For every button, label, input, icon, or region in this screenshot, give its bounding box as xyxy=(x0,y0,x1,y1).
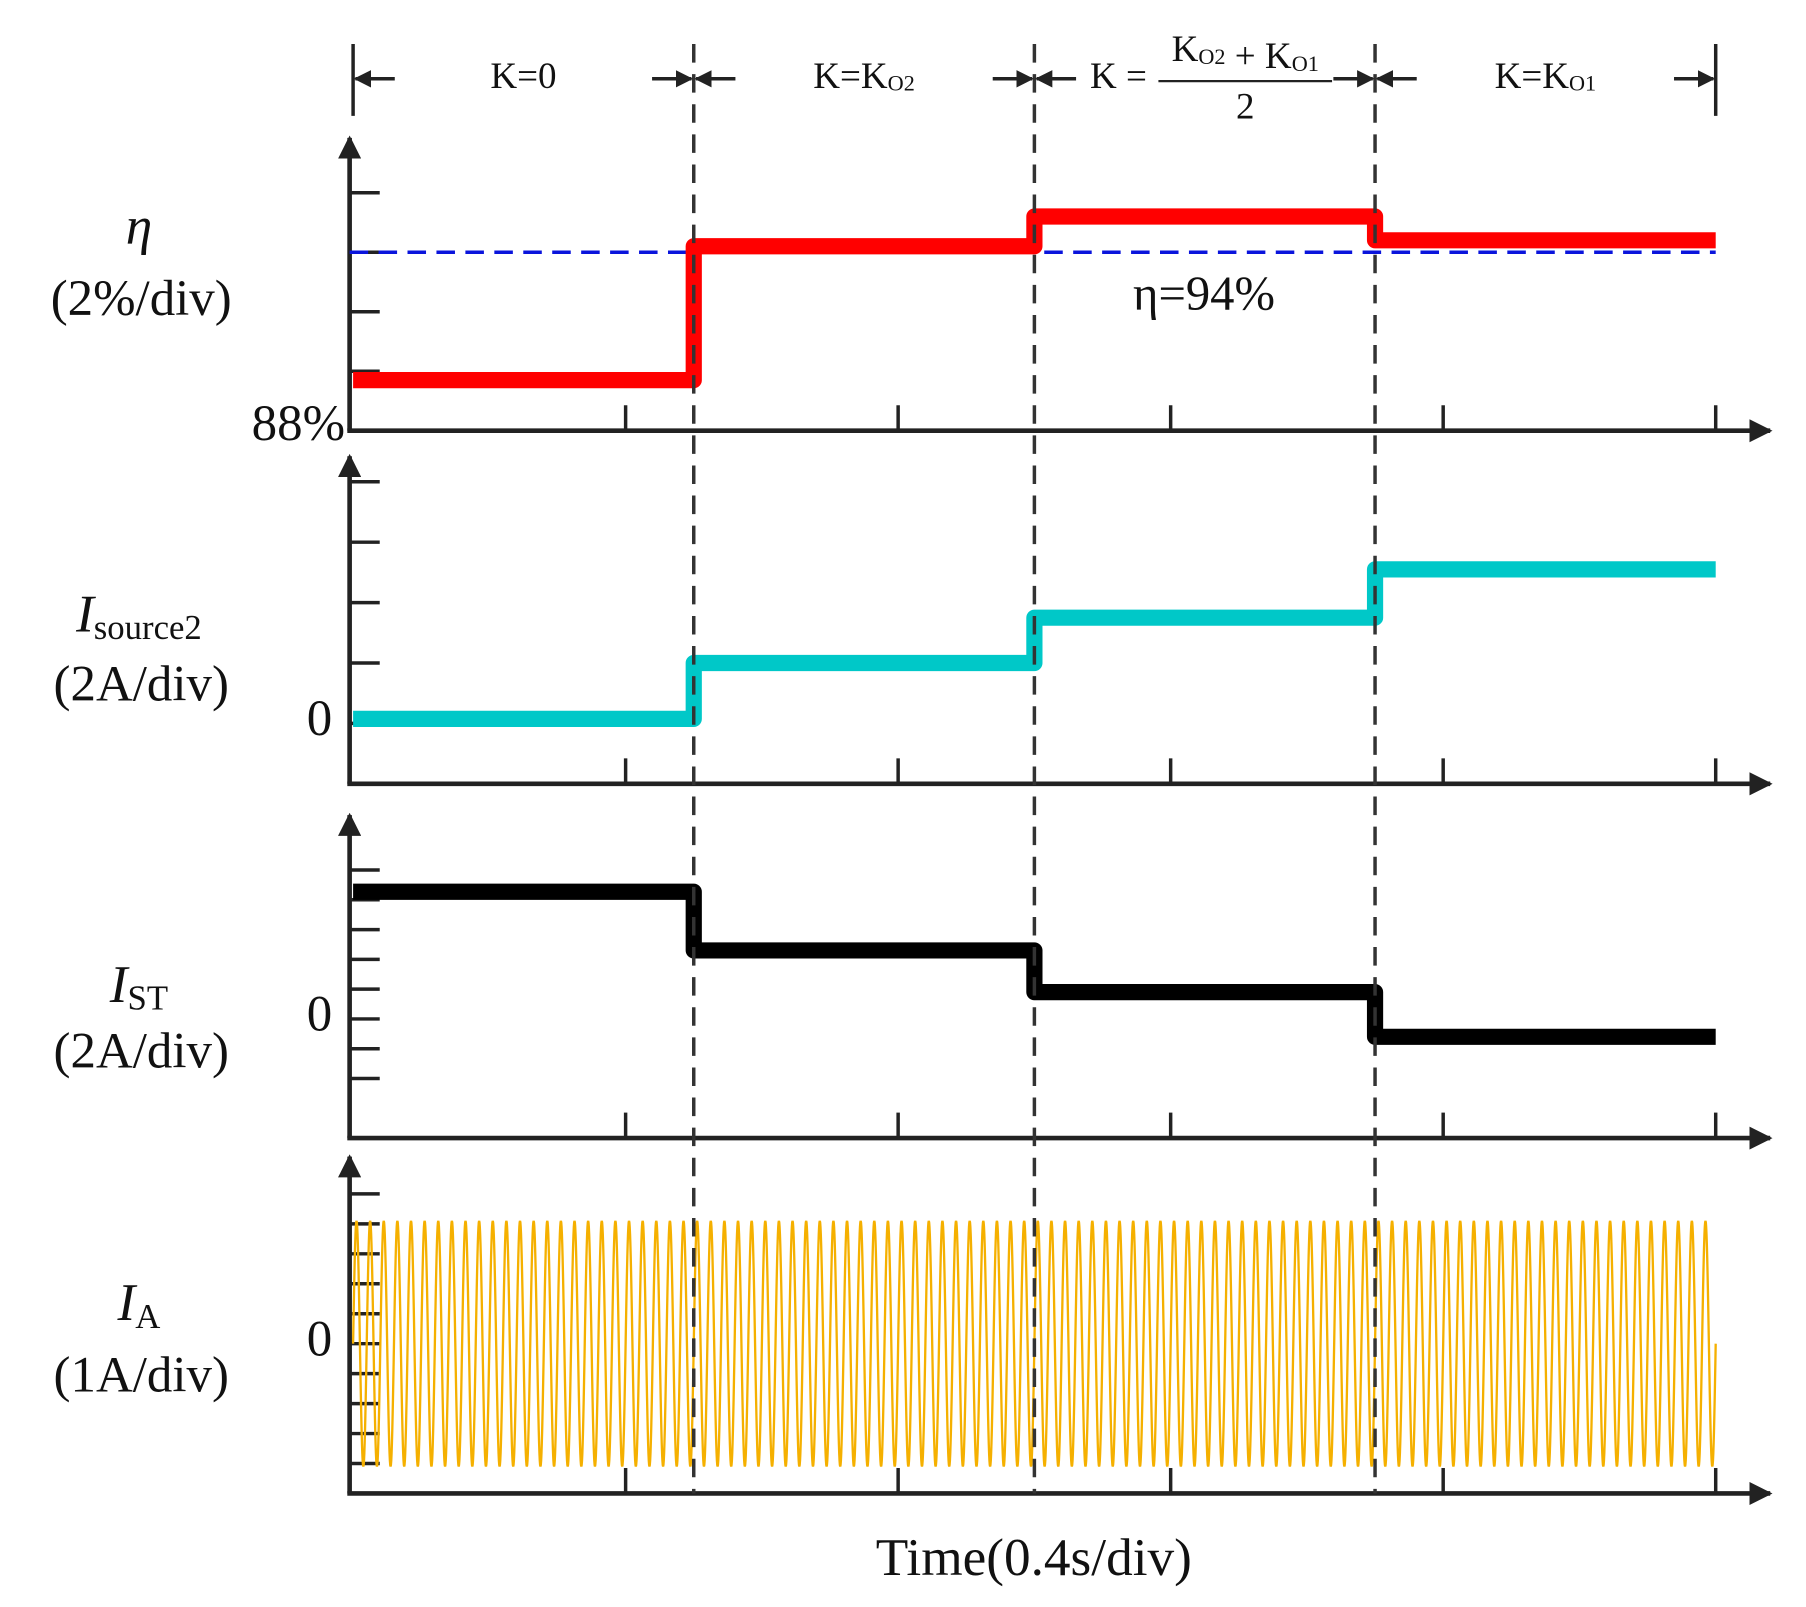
reference-label: η=94% xyxy=(1133,267,1275,321)
label-part: K=K xyxy=(813,55,888,96)
y-axis-unit: (2%/div) xyxy=(51,271,232,327)
y-axis-symbol: IA xyxy=(117,1273,161,1335)
label-subscript: O2 xyxy=(1198,44,1225,69)
label-part: + K xyxy=(1226,36,1292,77)
label-part: K=K xyxy=(1495,55,1570,96)
label-part: K=0 xyxy=(490,55,556,96)
y-tick-label: 88% xyxy=(252,396,345,452)
symbol: I xyxy=(109,955,130,1014)
y-tick-label: 0 xyxy=(307,987,332,1043)
region-label: K = xyxy=(1090,55,1147,96)
y-axis-unit: (2A/div) xyxy=(54,657,229,713)
y-axis-symbol: η xyxy=(126,197,152,256)
y-axis-symbol: IST xyxy=(109,955,168,1017)
region-denominator: 2 xyxy=(1236,87,1255,128)
y-tick-label: 0 xyxy=(307,1311,332,1367)
label-part: K xyxy=(1172,29,1199,70)
region-label: K=KO2 xyxy=(813,55,915,96)
region-label: K=KO1 xyxy=(1495,55,1597,96)
symbol: η xyxy=(126,197,152,256)
y-tick-label: 0 xyxy=(307,691,332,747)
label-subscript: O2 xyxy=(888,71,915,96)
label-subscript: O1 xyxy=(1292,51,1319,76)
y-axis-unit: (2A/div) xyxy=(54,1024,229,1080)
symbol-subscript: ST xyxy=(128,978,169,1017)
x-axis-label: Time(0.4s/div) xyxy=(876,1528,1192,1587)
y-axis-unit: (1A/div) xyxy=(54,1348,229,1404)
region-label: K=0 xyxy=(490,55,556,96)
symbol-subscript: A xyxy=(135,1297,160,1336)
symbol: I xyxy=(75,585,96,644)
label-part: K = xyxy=(1090,55,1147,96)
label-subscript: O1 xyxy=(1569,71,1596,96)
region-numerator: KO2 + KO1 xyxy=(1172,29,1319,77)
y-axis-symbol: Isource2 xyxy=(75,585,202,647)
symbol-subscript: source2 xyxy=(94,608,202,647)
symbol: I xyxy=(117,1273,138,1332)
